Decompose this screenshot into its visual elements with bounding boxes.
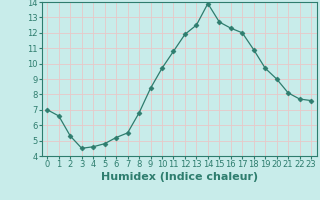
X-axis label: Humidex (Indice chaleur): Humidex (Indice chaleur) [100,172,258,182]
